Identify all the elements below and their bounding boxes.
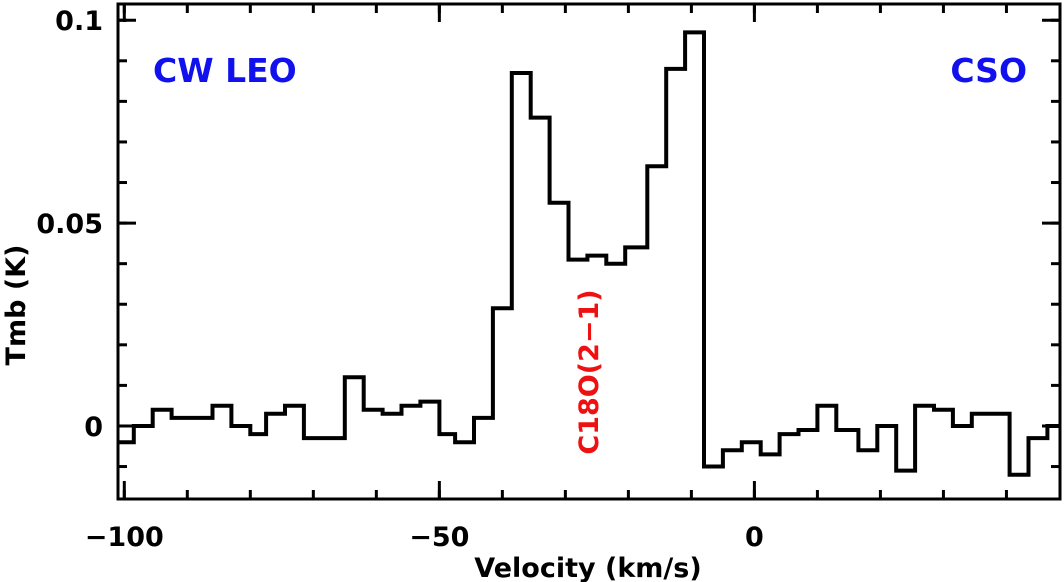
annotation-line-name: C18O(2−1) [574,289,605,454]
y-axis-label: Tmb (K) [1,245,32,366]
x-tick-label: −50 [409,522,469,553]
y-tick-labels: 0 0.05 0.1 [36,6,103,443]
annotation-object-name: CW LEO [153,51,297,90]
major-ticks [118,4,1060,499]
annotation-telescope-name: CSO [950,51,1027,90]
x-axis-label: Velocity (km/s) [474,553,701,582]
x-tick-labels: −100 −50 0 [85,522,764,553]
y-tick-label: 0 [84,412,103,443]
y-tick-label: 0.05 [36,209,103,240]
x-tick-label: −100 [85,522,164,553]
plot-frame [116,2,1062,501]
spectrum-step-line [118,30,1060,477]
y-tick-label: 0.1 [55,6,103,37]
x-tick-label: 0 [745,522,764,553]
